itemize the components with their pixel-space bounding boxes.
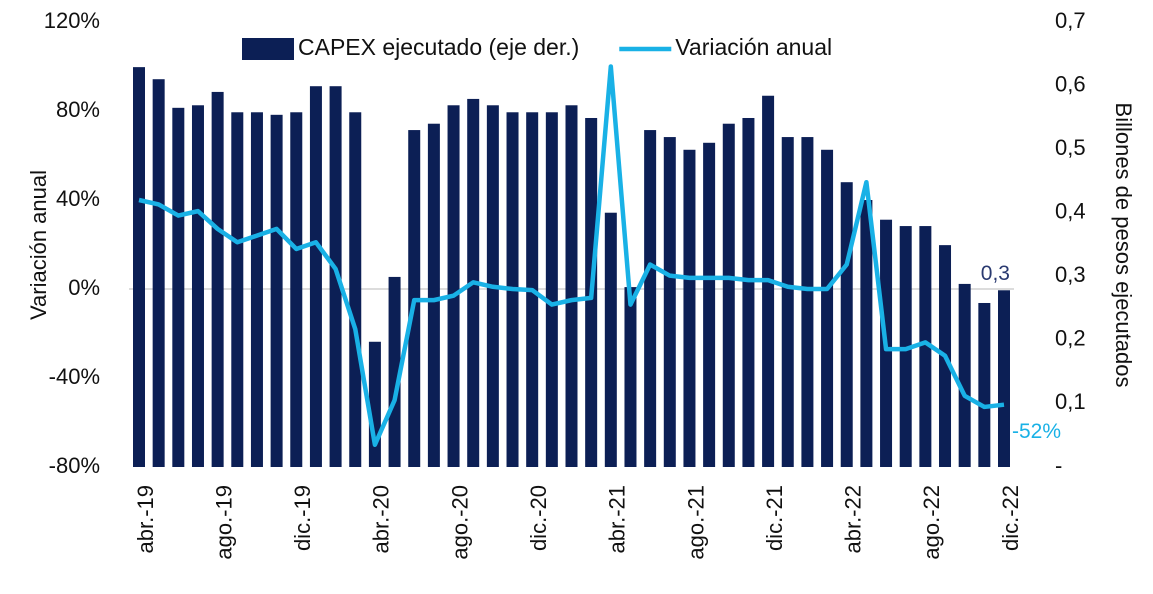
bar (821, 149, 834, 467)
y2-tick-label: - (1055, 453, 1062, 478)
bar (172, 107, 185, 468)
y-tick-label: 40% (56, 186, 100, 211)
y-axis-label: Variación anual (26, 170, 51, 320)
bar (604, 212, 617, 467)
y-tick-label: 120% (44, 8, 100, 33)
x-tick-label: ago.-20 (447, 485, 472, 560)
y-tick-label: 0% (68, 275, 100, 300)
bar (191, 105, 204, 468)
bar (781, 137, 794, 468)
bar (290, 112, 303, 468)
line (138, 64, 1005, 447)
y-tick-label: -80% (49, 453, 100, 478)
bar (899, 226, 912, 467)
x-tick-label: dic.-22 (998, 485, 1023, 551)
bar (978, 302, 991, 467)
bar-value-label: 0,3 (981, 262, 1010, 285)
bar (801, 137, 814, 468)
bar (958, 283, 971, 467)
x-tick-label: dic.-19 (290, 485, 315, 551)
bar (703, 142, 716, 468)
x-tick-label: ago.-19 (211, 485, 236, 560)
y-tick-label: 80% (56, 97, 100, 122)
y2-tick-label: 0,6 (1055, 71, 1086, 96)
x-tick-label: dic.-21 (762, 485, 787, 551)
bar (860, 200, 873, 467)
bar (722, 123, 735, 467)
bar (133, 67, 145, 467)
legend-label: Variación anual (675, 34, 832, 60)
bar (447, 105, 460, 468)
y2-tick-label: 0,5 (1055, 135, 1086, 160)
bar (545, 112, 558, 468)
bar (368, 341, 381, 467)
legend-label: CAPEX ejecutado (eje der.) (298, 34, 579, 60)
bar (998, 290, 1010, 467)
bar (663, 137, 676, 468)
x-tick-label: ago.-21 (683, 485, 708, 560)
bar (683, 149, 696, 467)
bar (349, 112, 362, 468)
legend-swatch (242, 38, 294, 60)
bar (624, 287, 637, 467)
bar (840, 182, 853, 467)
bar (565, 105, 578, 468)
x-tick-label: abr.-19 (133, 485, 158, 554)
y2-axis-label: Billones de pesos ejecutados (1111, 103, 1136, 388)
line-value-label: -52% (1012, 420, 1061, 443)
x-tick-label: abr.-22 (841, 485, 866, 554)
x-tick-label: abr.-20 (369, 485, 394, 554)
y2-tick-label: 0,3 (1055, 262, 1086, 287)
x-tick-label: ago.-22 (919, 485, 944, 560)
bar (329, 86, 342, 467)
x-tick-label: abr.-21 (605, 485, 630, 554)
y2-tick-label: 0,4 (1055, 199, 1086, 224)
bar (211, 91, 224, 467)
bar (152, 79, 165, 467)
y-tick-label: -40% (49, 364, 100, 389)
x-tick-label: dic.-20 (526, 485, 551, 551)
bar (250, 112, 263, 468)
bar (644, 130, 657, 468)
bar (427, 123, 440, 467)
bar (270, 114, 283, 468)
bar (742, 117, 755, 467)
y2-tick-label: 0,1 (1055, 389, 1086, 414)
bar (919, 226, 932, 467)
bar (388, 276, 401, 467)
y2-tick-label: 0,2 (1055, 326, 1086, 351)
bar (309, 86, 322, 467)
bar (231, 112, 244, 468)
y2-tick-label: 0,7 (1055, 8, 1086, 33)
